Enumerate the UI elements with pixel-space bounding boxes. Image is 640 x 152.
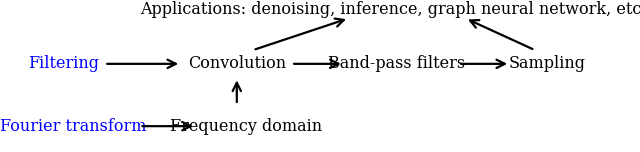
Text: Frequency domain: Frequency domain (170, 118, 323, 135)
Text: Filtering: Filtering (29, 55, 99, 72)
Text: Applications: denoising, inference, graph neural network, etc.: Applications: denoising, inference, grap… (140, 1, 640, 18)
Text: Fourier transform: Fourier transform (1, 118, 147, 135)
Text: Band-pass filters: Band-pass filters (328, 55, 465, 72)
Text: Convolution: Convolution (188, 55, 286, 72)
Text: Sampling: Sampling (509, 55, 586, 72)
